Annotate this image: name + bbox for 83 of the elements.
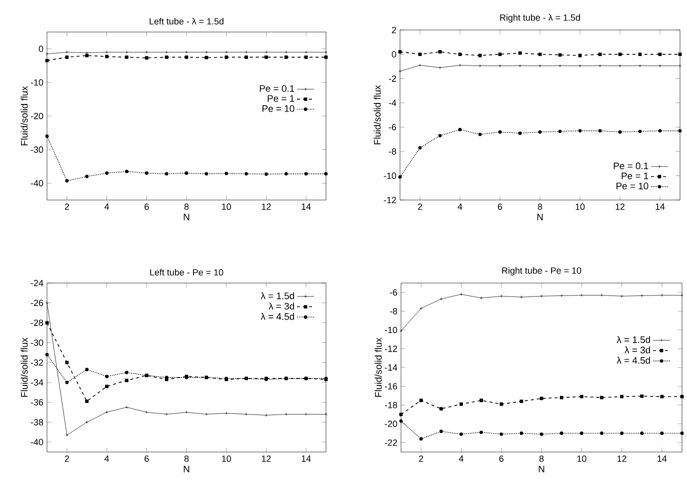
y-tick-label: -6 (388, 124, 396, 130)
y-tick-label: 0 (392, 51, 396, 58)
x-tick-label: 14 (658, 456, 667, 462)
y-tick-label: -8 (388, 148, 396, 155)
x-tick-label: 14 (302, 456, 311, 462)
x-tick-label: 6 (144, 204, 149, 210)
x-tick-label: 2 (64, 204, 69, 210)
x-tick-label: 4 (104, 456, 110, 462)
y-tick-label: -10 (384, 326, 398, 334)
y-tick-label: -20 (384, 420, 398, 428)
y-tick-label: -32 (30, 359, 44, 366)
y-tick-label: -26 (30, 300, 44, 306)
x-axis-title: N (184, 466, 190, 472)
y-axis-title: Fluid/solid flux (20, 86, 28, 146)
y-tick-label: -22 (384, 439, 398, 446)
y-tick-label: -6 (390, 289, 398, 296)
legend-label: λ = 3d (624, 346, 650, 354)
x-tick-label: 12 (262, 456, 271, 462)
legend-label: λ = 4.5d (616, 356, 650, 364)
y-tick-label: -34 (30, 379, 44, 386)
x-tick-label: 8 (538, 204, 542, 210)
x-tick-label: 8 (184, 204, 189, 210)
chart-title: Right tube - Pe = 10 (502, 267, 582, 276)
y-tick-label: -30 (30, 339, 44, 346)
y-tick-label: -28 (30, 320, 44, 326)
legend-label: λ = 1.5d (260, 292, 294, 300)
y-axis-title: Fluid/solid flux (20, 338, 28, 397)
chart-title: Left tube - λ = 1.5d (150, 18, 224, 25)
legend-label: Pe = 10 (262, 105, 294, 112)
y-tick-label: -16 (384, 383, 398, 390)
x-tick-label: 4 (458, 204, 462, 210)
chart-title: Right tube - λ = 1.5d (500, 14, 580, 22)
legend-label: Pe = 0.1 (260, 85, 294, 92)
y-tick-label: -12 (384, 346, 398, 352)
x-tick-label: 10 (222, 456, 231, 462)
x-tick-label: 2 (418, 204, 422, 210)
x-tick-label: 8 (184, 456, 189, 462)
y-tick-label: -18 (384, 402, 398, 408)
legend-label: Pe = 10 (616, 182, 648, 190)
x-tick-label: 14 (656, 204, 665, 210)
y-tick-label: -4 (388, 100, 396, 106)
y-tick-label: -20 (30, 112, 44, 120)
y-tick-label: -14 (384, 364, 398, 371)
y-tick-label: 2 (392, 26, 396, 34)
y-tick-label: 0 (38, 46, 44, 52)
x-tick-label: 12 (262, 204, 271, 210)
x-tick-label: 8 (539, 456, 544, 462)
y-tick-label: -12 (384, 196, 396, 204)
legend-label: λ = 4.5d (260, 312, 294, 320)
y-tick-label: -38 (30, 419, 44, 426)
y-tick-label: -40 (30, 438, 44, 446)
x-tick-label: 10 (576, 204, 585, 210)
legend-label: Pe = 0.1 (614, 162, 648, 170)
y-tick-label: -36 (30, 399, 44, 406)
y-tick-label: -10 (384, 172, 396, 179)
legend-label: λ = 1.5d (616, 336, 650, 344)
x-tick-label: 6 (499, 456, 504, 462)
y-axis-title: Fluid/solid flux (374, 85, 381, 144)
y-tick-label: -2 (388, 75, 396, 82)
x-tick-label: 4 (458, 456, 464, 462)
x-axis-title: N (537, 214, 543, 220)
x-axis-title: N (538, 466, 544, 472)
y-tick-label: -40 (30, 180, 44, 186)
y-tick-label: -10 (30, 79, 44, 86)
x-tick-label: 2 (419, 456, 424, 462)
x-tick-label: 10 (577, 456, 586, 462)
y-tick-label: -24 (30, 280, 44, 286)
legend-label: Pe = 1 (622, 172, 648, 180)
y-axis-title: Fluid/solid flux (374, 338, 382, 397)
legend-label: λ = 3d (268, 302, 294, 310)
x-tick-label: 6 (144, 456, 149, 462)
x-axis-title: N (184, 214, 190, 220)
x-tick-label: 10 (222, 204, 231, 210)
x-tick-label: 14 (302, 204, 311, 210)
x-tick-label: 4 (104, 204, 110, 210)
chart-title: Left tube - Pe = 10 (150, 268, 224, 276)
y-tick-label: -30 (30, 146, 44, 153)
y-tick-label: -8 (390, 308, 398, 314)
x-tick-label: 6 (498, 204, 502, 210)
x-tick-label: 12 (617, 456, 626, 462)
x-tick-label: 2 (64, 456, 69, 462)
legend-label: Pe = 1 (268, 95, 294, 102)
x-tick-label: 12 (616, 204, 625, 210)
